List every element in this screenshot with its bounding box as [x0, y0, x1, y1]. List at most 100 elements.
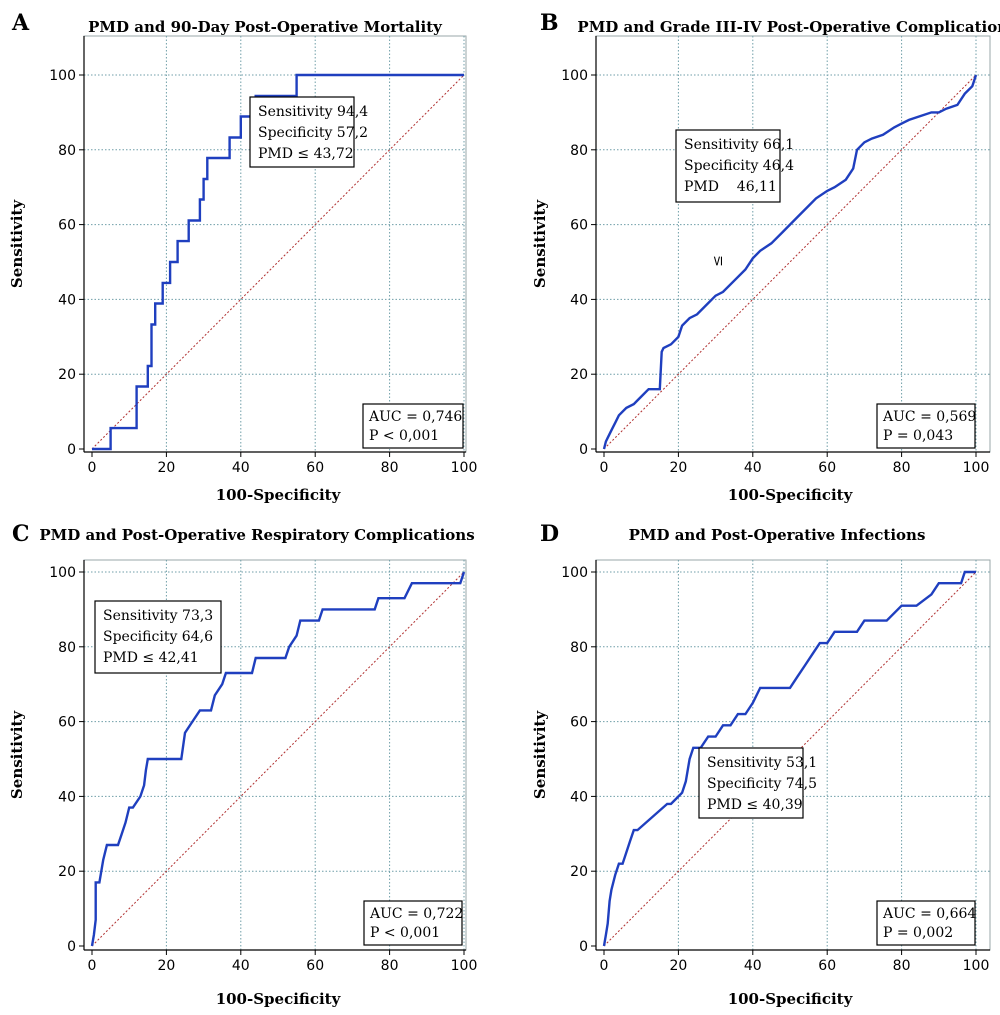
y-tick-label: 60: [58, 715, 76, 731]
x-tick-label: 80: [381, 958, 399, 974]
stats-box: [362, 403, 464, 449]
y-tick-label: 40: [58, 292, 76, 308]
cutoff-line: PMD ≤ 40,39: [707, 797, 803, 813]
x-tick-label: 80: [893, 460, 911, 476]
x-axis-title: 100-Specificity: [216, 990, 342, 1008]
stats-line: AUC = 0,746: [368, 409, 462, 425]
x-tick-label: 0: [88, 460, 97, 476]
stats-line: AUC = 0,569: [882, 409, 976, 425]
cutoff-line: Specificity 74,5: [707, 776, 817, 792]
x-tick-label: 20: [157, 460, 175, 476]
y-tick-label: 40: [570, 789, 588, 805]
roc-panel-d: D PMD and Post-Operative Infections 0 20 40 6…: [531, 521, 991, 1008]
x-tick-label: 80: [381, 460, 399, 476]
panel-title: PMD and Post-Operative Infections: [629, 526, 926, 544]
y-tick-label: 100: [49, 565, 76, 581]
x-tick-label: 60: [818, 460, 836, 476]
y-tick-label: 60: [58, 218, 76, 234]
roc-curve: [90, 571, 466, 947]
stats-line: P = 0,002: [883, 925, 953, 941]
y-tick-label: 0: [579, 939, 588, 955]
y-tick-label: 100: [561, 68, 588, 84]
panel-title: PMD and Post-Operative Respiratory Compl…: [39, 526, 474, 544]
y-tick-label: 100: [49, 68, 76, 84]
roc-panel-a: A PMD and 90-Day Post-Operative Mortality…: [8, 10, 477, 504]
cutoff-box: [698, 747, 804, 819]
panel-title: PMD and 90-Day Post-Operative Mortality: [88, 18, 443, 36]
x-tick-label: 60: [306, 958, 324, 974]
y-tick-label: 60: [570, 218, 588, 234]
cutoff-line: Sensitivity 94,4: [258, 104, 368, 120]
y-tick-label: 80: [570, 143, 588, 159]
y-tick-label: 0: [67, 939, 76, 955]
y-tick-label: 40: [570, 292, 588, 308]
x-tick-label: 40: [744, 460, 762, 476]
cutoff-box: [675, 129, 781, 203]
x-tick-label: 100: [963, 958, 990, 974]
y-tick-label: 60: [570, 715, 588, 731]
y-tick-label: 20: [570, 367, 588, 383]
stats-line: P = 0,043: [883, 428, 953, 444]
roc-panel-b: B PMD and Grade III-IV Post-Operative Com…: [531, 10, 1000, 504]
roc-curve: [602, 74, 978, 450]
roc-curve: [92, 73, 464, 451]
y-tick-label: 40: [58, 789, 76, 805]
roc-curve: [602, 570, 976, 947]
y-tick-label: 80: [570, 640, 588, 656]
x-tick-label: 20: [669, 958, 687, 974]
y-axis-title: Sensitivity: [8, 199, 26, 288]
cutoff-line: PMD 46,11: [684, 179, 777, 195]
reference-diagonal: [603, 74, 977, 450]
x-tick-label: 40: [744, 958, 762, 974]
x-tick-label: 0: [600, 958, 609, 974]
y-axis-title: Sensitivity: [531, 199, 549, 288]
panel-title: PMD and Grade III-IV Post-Operative Comp…: [577, 18, 1000, 36]
x-tick-label: 100: [451, 958, 478, 974]
cutoff-line: Sensitivity 53,1: [707, 755, 817, 771]
stats-line: P < 0,001: [370, 925, 440, 941]
stats-line: AUC = 0,664: [882, 906, 976, 922]
panel-letter: A: [11, 10, 30, 36]
x-tick-label: 80: [893, 958, 911, 974]
cutoff-line: Specificity 46,4: [684, 158, 794, 174]
x-tick-label: 100: [963, 460, 990, 476]
cutoff-line: Specificity 64,6: [103, 629, 213, 645]
y-tick-label: 20: [570, 864, 588, 880]
x-tick-label: 40: [232, 460, 250, 476]
stats-line: P < 0,001: [369, 428, 439, 444]
roc-panel-c: C PMD and Post-Operative Respiratory Comp…: [8, 521, 477, 1008]
x-tick-label: 60: [306, 460, 324, 476]
stats-line: AUC = 0,722: [369, 906, 463, 922]
y-tick-label: 80: [58, 143, 76, 159]
x-tick-label: 100: [451, 460, 478, 476]
x-axis-title: 100-Specificity: [728, 990, 854, 1008]
cutoff-line: Specificity 57,2: [258, 125, 368, 141]
x-tick-label: 20: [157, 958, 175, 974]
cutoff-box: [94, 600, 222, 674]
x-tick-label: 60: [818, 958, 836, 974]
x-tick-label: 0: [600, 460, 609, 476]
y-tick-label: 20: [58, 367, 76, 383]
panel-letter: D: [540, 521, 559, 547]
y-tick-label: 20: [58, 864, 76, 880]
x-axis-title: 100-Specificity: [216, 486, 342, 504]
y-tick-label: 100: [561, 565, 588, 581]
cutoff-line: Sensitivity 73,3: [103, 608, 213, 624]
x-tick-label: 40: [232, 958, 250, 974]
x-axis-title: 100-Specificity: [728, 486, 854, 504]
y-axis-title: Sensitivity: [531, 710, 549, 799]
x-tick-label: 0: [88, 958, 97, 974]
y-axis-title: Sensitivity: [8, 710, 26, 799]
stats-box: [876, 403, 976, 449]
x-tick-label: 20: [669, 460, 687, 476]
cutoff-line: PMD ≤ 42,41: [103, 650, 199, 666]
cutoff-line: Sensitivity 66,1: [684, 137, 794, 153]
stats-box: [363, 900, 463, 946]
cutoff-box: [249, 96, 355, 168]
y-tick-label: 80: [58, 640, 76, 656]
y-tick-label: 0: [579, 442, 588, 458]
y-tick-label: 0: [67, 442, 76, 458]
cutoff-line: PMD ≤ 43,72: [258, 146, 354, 162]
stats-box: [876, 900, 976, 946]
